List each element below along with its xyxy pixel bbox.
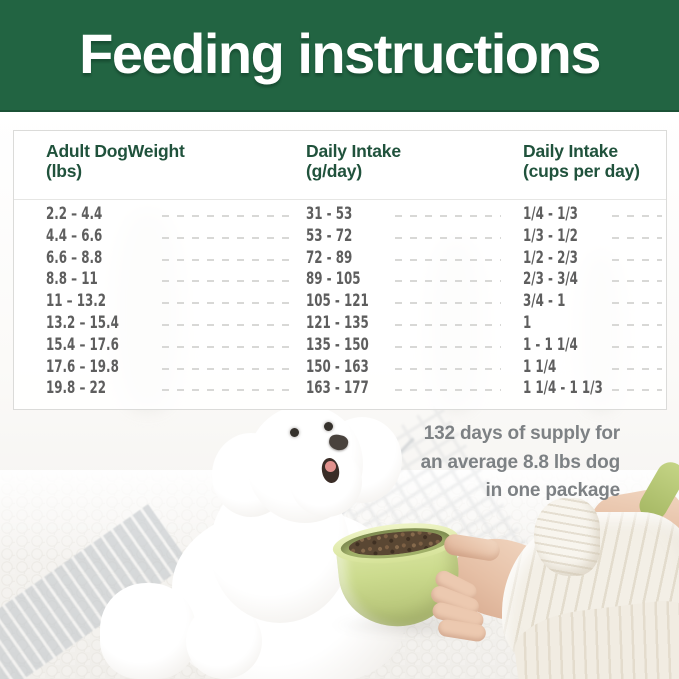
dotted-leader xyxy=(162,323,294,326)
column-unit: (lbs) xyxy=(46,160,82,181)
dotted-leader xyxy=(162,215,294,217)
weight-range: 17.6 – 19.8 xyxy=(46,356,119,376)
dotted-leader xyxy=(162,280,294,283)
table-body: 2.2 – 4.4 31 - 53 1/4 - 1/3 4.4 – 6.6 53… xyxy=(14,203,666,399)
grams-range: 163 - 177 xyxy=(306,378,369,398)
column-header-weight: Adult DogWeight (lbs) xyxy=(46,141,185,181)
table-row: 15.4 – 17.6 135 - 150 1 - 1 1/4 xyxy=(14,334,666,356)
column-title: Adult DogWeight xyxy=(46,141,185,161)
supply-note-line: in one package xyxy=(485,480,621,501)
weight-range: 13.2 – 15.4 xyxy=(46,312,119,332)
table-row: 8.8 – 11 89 - 105 2/3 - 3/4 xyxy=(14,268,666,290)
dotted-leader xyxy=(395,236,501,239)
weight-range: 11 – 13.2 xyxy=(46,291,107,311)
table-row: 13.2 – 15.4 121 - 135 1 xyxy=(14,312,666,334)
dotted-leader xyxy=(612,323,662,326)
grams-range: 135 - 150 xyxy=(306,334,369,354)
column-header-cups: Daily Intake (cups per day) xyxy=(523,141,640,181)
dotted-leader xyxy=(162,345,294,348)
grams-range: 105 - 121 xyxy=(306,291,369,311)
sweater-cuff xyxy=(534,498,600,576)
column-unit: (g/day) xyxy=(306,160,362,181)
grams-range: 89 - 105 xyxy=(306,269,361,289)
cups-range: 1 1/4 xyxy=(523,356,557,376)
column-unit: (cups per day) xyxy=(523,160,640,181)
weight-range: 4.4 – 6.6 xyxy=(46,225,103,245)
table-row: 19.8 – 22 163 - 177 1 1/4 - 1 1/3 xyxy=(14,377,666,399)
dotted-leader xyxy=(395,345,501,348)
dotted-leader xyxy=(612,215,662,217)
cups-range: 1 xyxy=(523,312,532,332)
weight-range: 19.8 – 22 xyxy=(46,378,107,398)
grams-range: 53 - 72 xyxy=(306,225,353,245)
dotted-leader xyxy=(162,389,294,392)
dotted-leader xyxy=(395,215,501,217)
feeding-table: Adult DogWeight (lbs) Daily Intake (g/da… xyxy=(13,130,667,410)
cups-range: 2/3 - 3/4 xyxy=(523,269,578,289)
supply-note-line: 132 days of supply for xyxy=(423,423,620,444)
weight-range: 6.6 – 8.8 xyxy=(46,247,103,267)
cups-range: 3/4 - 1 xyxy=(523,291,566,311)
header-divider xyxy=(14,199,666,200)
dotted-leader xyxy=(612,258,662,261)
supply-note: 132 days of supply for an average 8.8 lb… xyxy=(420,420,621,506)
page-title: Feeding instructions xyxy=(79,22,601,85)
grams-range: 121 - 135 xyxy=(306,312,369,332)
supply-note-line: an average 8.8 lbs dog xyxy=(420,451,621,473)
grams-range: 72 - 89 xyxy=(306,247,353,267)
column-title: Daily Intake xyxy=(523,141,618,161)
dog-tongue xyxy=(325,461,336,472)
grams-range: 150 - 163 xyxy=(306,356,369,376)
title-banner: Feeding instructions xyxy=(0,0,679,112)
weight-range: 8.8 – 11 xyxy=(46,269,98,289)
dotted-leader xyxy=(162,367,294,370)
dotted-leader xyxy=(162,258,294,261)
cups-range: 1/4 - 1/3 xyxy=(523,204,578,223)
dotted-leader xyxy=(612,280,662,283)
dotted-leader xyxy=(395,258,501,261)
weight-range: 2.2 – 4.4 xyxy=(46,204,103,223)
dotted-leader xyxy=(612,389,662,392)
dotted-leader xyxy=(612,345,662,348)
cups-range: 1/2 - 2/3 xyxy=(523,247,578,267)
dotted-leader xyxy=(612,367,662,370)
cups-range: 1 1/4 - 1 1/3 xyxy=(523,378,603,398)
cups-range: 1 - 1 1/4 xyxy=(523,334,578,354)
table-row: 6.6 – 8.8 72 - 89 1/2 - 2/3 xyxy=(14,247,666,269)
table-row: 2.2 – 4.4 31 - 53 1/4 - 1/3 xyxy=(14,203,666,225)
dotted-leader xyxy=(612,236,662,239)
dotted-leader xyxy=(162,302,294,305)
table-row: 17.6 – 19.8 150 - 163 1 1/4 xyxy=(14,356,666,378)
dotted-leader xyxy=(395,367,501,370)
dog-front-paw xyxy=(100,583,196,679)
column-title: Daily Intake xyxy=(306,141,401,161)
dotted-leader xyxy=(395,280,501,283)
cups-range: 1/3 - 1/2 xyxy=(523,225,578,245)
dotted-leader xyxy=(395,323,501,326)
dotted-leader xyxy=(612,302,662,305)
dog-eye xyxy=(290,428,299,437)
dotted-leader xyxy=(162,236,294,239)
column-header-grams: Daily Intake (g/day) xyxy=(306,141,401,181)
dotted-leader xyxy=(395,302,501,305)
table-row: 4.4 – 6.6 53 - 72 1/3 - 1/2 xyxy=(14,225,666,247)
dog-eye xyxy=(324,422,333,431)
table-row: 11 – 13.2 105 - 121 3/4 - 1 xyxy=(14,290,666,312)
weight-range: 15.4 – 17.6 xyxy=(46,334,119,354)
grams-range: 31 - 53 xyxy=(306,204,353,223)
dotted-leader xyxy=(395,389,501,392)
